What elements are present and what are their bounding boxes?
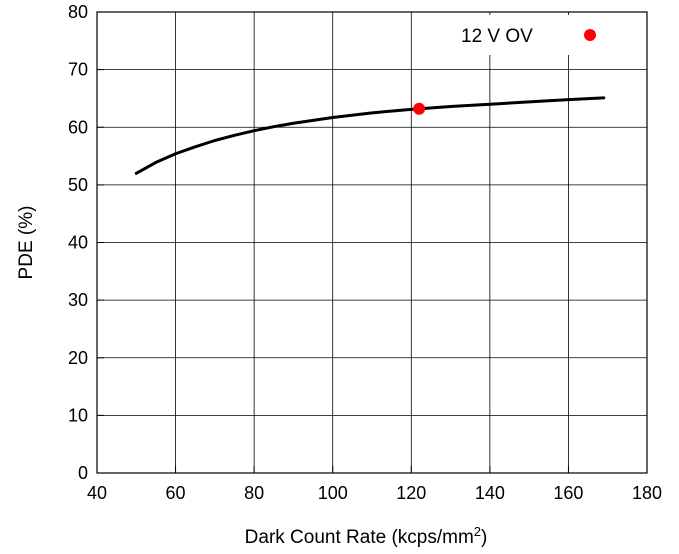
- x-axis-title-superscript: 2: [474, 524, 481, 539]
- x-axis-title-suffix: ): [481, 527, 487, 548]
- pde-curve: [134, 96, 606, 175]
- x-tick-label: 120: [396, 483, 426, 503]
- data-point: [413, 102, 426, 115]
- x-tick-label: 140: [475, 483, 505, 503]
- legend: 12 V OV: [448, 15, 638, 55]
- y-tick-label: 70: [68, 60, 88, 80]
- y-tick-label: 20: [68, 348, 88, 368]
- x-tick-label: 100: [318, 483, 348, 503]
- y-tick-label: 10: [68, 405, 88, 425]
- y-tick-label: 40: [68, 233, 88, 253]
- legend-box: [448, 15, 638, 55]
- grid: [97, 12, 647, 473]
- x-tick-label: 40: [87, 483, 107, 503]
- x-tick-label: 80: [244, 483, 264, 503]
- x-axis-title-main: Dark Count Rate (kcps/mm: [245, 527, 474, 548]
- ticks: 40 60 80 100 120 140 160 180 0 10 20 30 40 50 60 70 80: [68, 2, 662, 503]
- y-tick-label: 30: [68, 290, 88, 310]
- plot-data: [134, 96, 606, 175]
- x-tick-label: 180: [632, 483, 662, 503]
- y-axis-title: PDE (%): [16, 206, 37, 280]
- x-axis-title: Dark Count Rate (kcps/mm2): [245, 524, 488, 548]
- legend-marker: [584, 29, 596, 41]
- y-tick-label: 50: [68, 175, 88, 195]
- x-tick-label: 160: [553, 483, 583, 503]
- x-tick-label: 60: [166, 483, 186, 503]
- y-tick-label: 80: [68, 2, 88, 22]
- legend-label: 12 V OV: [461, 26, 533, 47]
- y-tick-label: 60: [68, 117, 88, 137]
- y-tick-label: 0: [78, 463, 88, 483]
